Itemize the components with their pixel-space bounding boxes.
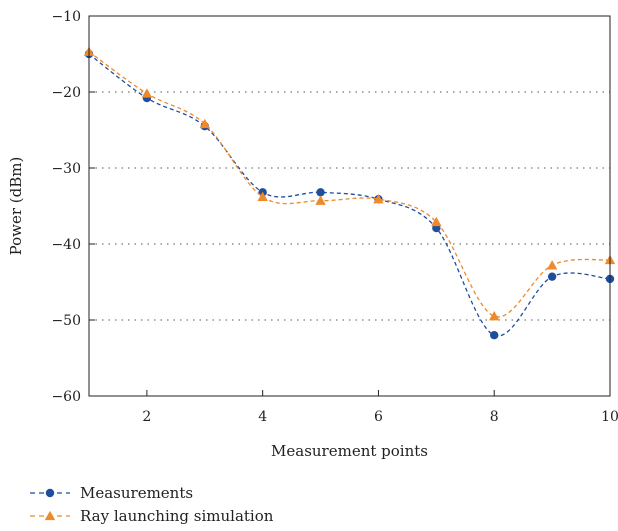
data-point [490,331,499,340]
y-tick-label: −50 [51,313,81,329]
y-tick-label: −20 [51,85,81,101]
ticks: −10 −20 −30 −40 −50 −60 2 4 6 8 10 [51,9,618,425]
series-layer [83,46,616,340]
x-axis-label: Measurement points [271,442,428,460]
series-measurements [84,49,615,340]
data-point [547,272,557,281]
grid-lines [89,91,610,321]
data-point [316,188,325,197]
y-tick-label: −40 [51,237,81,253]
legend-label: Measurements [80,484,193,502]
data-point [373,193,384,204]
data-point [546,260,558,270]
data-point [489,311,500,321]
x-tick-label: 10 [601,409,618,425]
series-line [88,53,611,337]
legend-triangle-marker [44,510,56,521]
y-tick-label: −10 [51,9,81,25]
data-point [199,118,210,129]
data-point [257,191,268,202]
legend-label: Ray launching simulation [80,507,274,525]
x-tick-label: 6 [374,409,383,425]
series-line [88,51,611,318]
legend: Measurements Ray launching simulation [30,484,274,525]
plot-frame [88,15,611,397]
series-ray-launching-simulation [83,46,616,321]
legend-circle-marker [45,488,55,498]
legend-item: Measurements [30,484,193,502]
data-point [315,195,326,205]
x-tick-label: 2 [142,409,151,425]
y-tick-label: −60 [51,389,81,405]
x-tick-label: 4 [258,409,267,425]
y-tick-label: −30 [51,161,81,177]
legend-item: Ray launching simulation [30,507,274,525]
data-point [431,216,442,227]
x-tick-label: 8 [490,409,499,425]
data-point [141,88,153,98]
y-axis-label: Power (dBm) [7,157,25,256]
